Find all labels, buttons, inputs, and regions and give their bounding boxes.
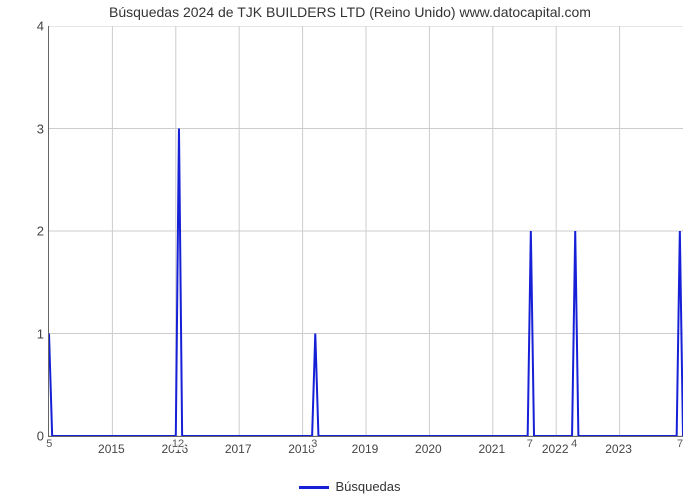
legend-label: Búsquedas [335,479,400,494]
x-tick-label: 2015 [98,442,125,456]
y-tick-label: 3 [4,121,44,136]
x-tick-label: 2022 [542,442,569,456]
point-label: 5 [45,438,53,450]
legend-swatch [299,486,329,489]
x-tick-label: 2023 [605,442,632,456]
x-tick-label: 2020 [415,442,442,456]
y-tick-label: 0 [4,429,44,444]
legend: Búsquedas [0,479,700,494]
plot-area [48,26,683,437]
point-label: 3 [310,438,318,450]
x-tick-label: 2019 [352,442,379,456]
point-label: 7 [526,438,534,450]
chart-title: Búsquedas 2024 de TJK BUILDERS LTD (Rein… [0,4,700,20]
x-tick-label: 2017 [225,442,252,456]
grid [49,26,683,436]
y-tick-label: 4 [4,19,44,34]
x-tick-label: 2021 [478,442,505,456]
y-tick-label: 2 [4,224,44,239]
point-label: 7 [676,438,684,450]
plot-svg [49,26,683,436]
y-tick-label: 1 [4,326,44,341]
point-label: 4 [570,438,578,450]
point-label: 12 [171,438,185,450]
